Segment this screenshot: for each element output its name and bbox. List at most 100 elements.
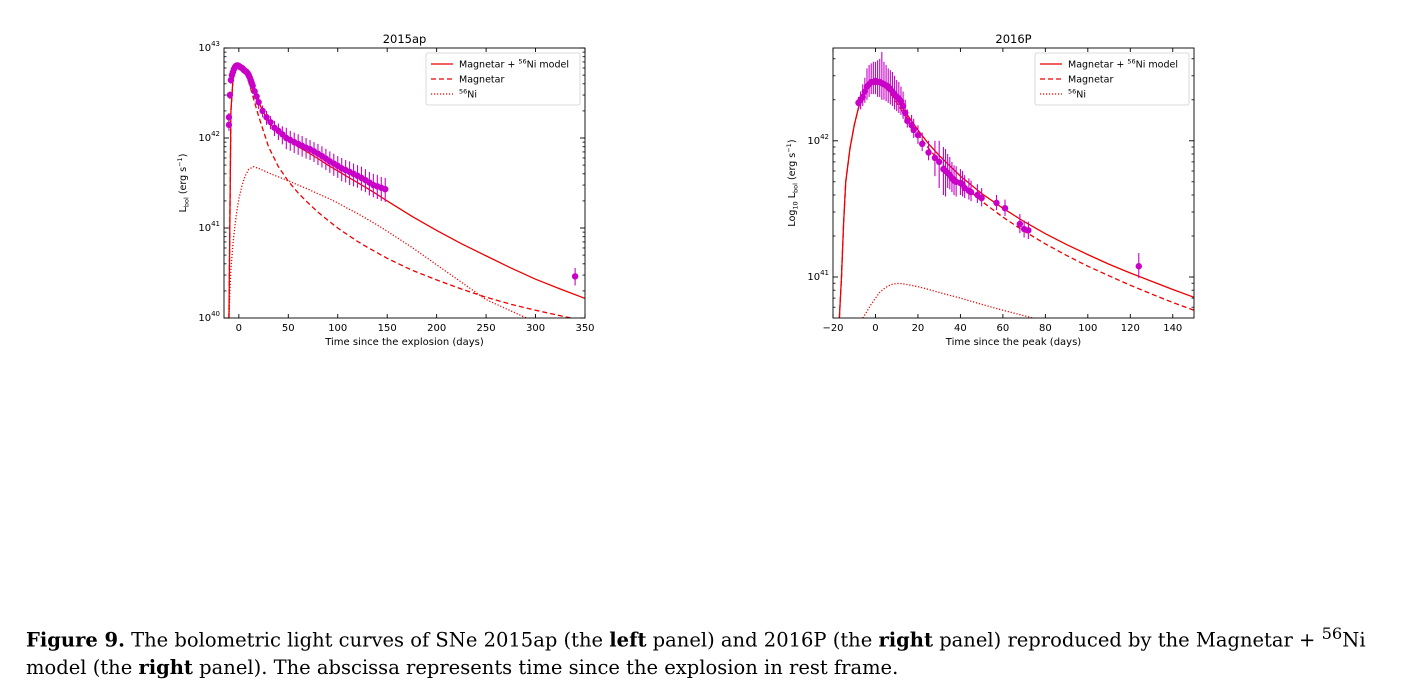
legend-text: Magnetar + — [459, 60, 518, 71]
chart-title: 2015ap — [383, 32, 427, 46]
y-tick-label: 1041 — [807, 269, 829, 283]
data-point — [910, 126, 917, 134]
x-tick-label: 150 — [378, 323, 397, 334]
x-tick-label: 100 — [1078, 323, 1097, 334]
y-tick-base: 10 — [198, 43, 211, 54]
x-tick-label: 350 — [575, 323, 594, 334]
y-label-main: Log — [787, 210, 798, 227]
y-tick-base: 10 — [198, 313, 211, 324]
data-point — [1025, 227, 1032, 234]
y-tick-exponent: 40 — [211, 310, 220, 318]
y-tick-label: 1041 — [198, 220, 220, 234]
data-point — [1016, 220, 1024, 228]
y-label-units: (erg s — [178, 167, 189, 197]
y-label-subscript: 10 — [792, 201, 800, 209]
y-label-subscript-2: bol — [792, 183, 800, 193]
x-tick-label: 120 — [1121, 323, 1140, 334]
legend-superscript: 56 — [1068, 88, 1076, 96]
y-tick-exponent: 42 — [820, 133, 829, 141]
y-label-end: ) — [787, 139, 798, 143]
caption-text-1: The bolometric light curves of SNe 2015a… — [124, 628, 610, 652]
y-tick-label: 1042 — [198, 130, 220, 144]
figure-caption: Figure 9. The bolometric light curves of… — [26, 620, 1406, 681]
y-label-subscript: bol — [183, 197, 191, 207]
data-point — [935, 158, 943, 166]
data-point — [227, 76, 235, 84]
legend-text: Ni model — [1136, 60, 1178, 71]
y-tick-label: 1040 — [198, 310, 220, 324]
legend-superscript: 56 — [459, 88, 467, 96]
x-tick-label: 300 — [526, 323, 545, 334]
plot-frame — [832, 47, 1195, 319]
data-point — [255, 98, 262, 106]
data-point — [931, 154, 939, 162]
y-tick-base: 10 — [198, 223, 211, 234]
data-point — [904, 117, 911, 125]
caption-isotope-superscript: 56 — [1321, 624, 1343, 643]
plot-area — [225, 62, 585, 318]
y-tick-base: 10 — [807, 136, 820, 147]
y-tick-base: 10 — [198, 133, 211, 144]
y-label-superscript: −1 — [785, 143, 793, 153]
x-tick-label: 20 — [912, 323, 925, 334]
y-axis-label: Lbol (erg s−1) — [176, 154, 191, 213]
x-tick-label: 250 — [477, 323, 496, 334]
y-tick-exponent: 41 — [211, 220, 220, 228]
legend-frame — [425, 52, 581, 106]
legend-text: Magnetar + — [1068, 60, 1127, 71]
data-point — [1001, 204, 1009, 212]
x-tick-label: 200 — [427, 323, 446, 334]
x-tick-label: 60 — [997, 323, 1010, 334]
legend-label: Magnetar + 56Ni model — [1068, 58, 1178, 71]
caption-text-5: panel). The abscissa represents time sin… — [192, 655, 899, 679]
x-axis-label: Time since the peak (days) — [945, 337, 1081, 348]
legend-label: 56Ni — [1068, 88, 1086, 101]
data-point — [226, 91, 234, 99]
series-line-dotted — [862, 282, 1035, 318]
legend-text: Ni — [1076, 90, 1086, 101]
data-point — [978, 194, 985, 202]
data-point — [267, 118, 274, 126]
legend-superscript: 56 — [518, 58, 526, 66]
series-line-dashed — [228, 65, 575, 318]
x-tick-label: 140 — [1163, 323, 1182, 334]
data-point — [967, 188, 975, 196]
y-label-end: ) — [178, 154, 189, 158]
series-line-solid — [838, 80, 1194, 318]
y-tick-label: 1043 — [198, 40, 220, 54]
data-point — [925, 149, 932, 156]
x-tick-label: 0 — [236, 323, 242, 334]
caption-bold-left: left — [609, 628, 647, 652]
chart-title: 2016P — [995, 32, 1031, 46]
legend-text: Magnetar — [1068, 75, 1113, 86]
y-label-main-2: L — [787, 192, 798, 201]
data-point — [571, 273, 579, 280]
legend-frame — [1034, 52, 1190, 106]
data-point — [914, 131, 922, 139]
caption-label: Figure 9. — [26, 628, 125, 652]
series-line-dotted — [228, 165, 529, 318]
x-axis-label: Time since the explosion (days) — [324, 337, 484, 348]
y-label-units: (erg s — [787, 153, 798, 183]
data-point — [382, 185, 389, 193]
y-tick-exponent: 41 — [820, 269, 829, 277]
legend-text: Ni — [467, 90, 477, 101]
x-tick-label: 50 — [282, 323, 295, 334]
legend-label: Magnetar — [1068, 75, 1113, 86]
data-point — [225, 114, 233, 121]
legend-label: Magnetar + 56Ni model — [459, 58, 569, 71]
legend-label: 56Ni — [459, 88, 477, 101]
data-point — [263, 114, 270, 121]
y-tick-base: 10 — [807, 272, 820, 283]
x-tick-label: 40 — [954, 323, 967, 334]
legend-label: Magnetar — [459, 75, 504, 86]
y-tick-exponent: 42 — [211, 130, 220, 138]
data-point — [993, 199, 1000, 207]
y-tick-label: 1042 — [807, 133, 829, 147]
caption-bold-right-2: right — [138, 655, 193, 679]
plot-area — [838, 51, 1194, 318]
caption-bold-right: right — [878, 628, 933, 652]
series-line-dashed — [838, 81, 1194, 318]
plot-frame — [223, 47, 586, 319]
